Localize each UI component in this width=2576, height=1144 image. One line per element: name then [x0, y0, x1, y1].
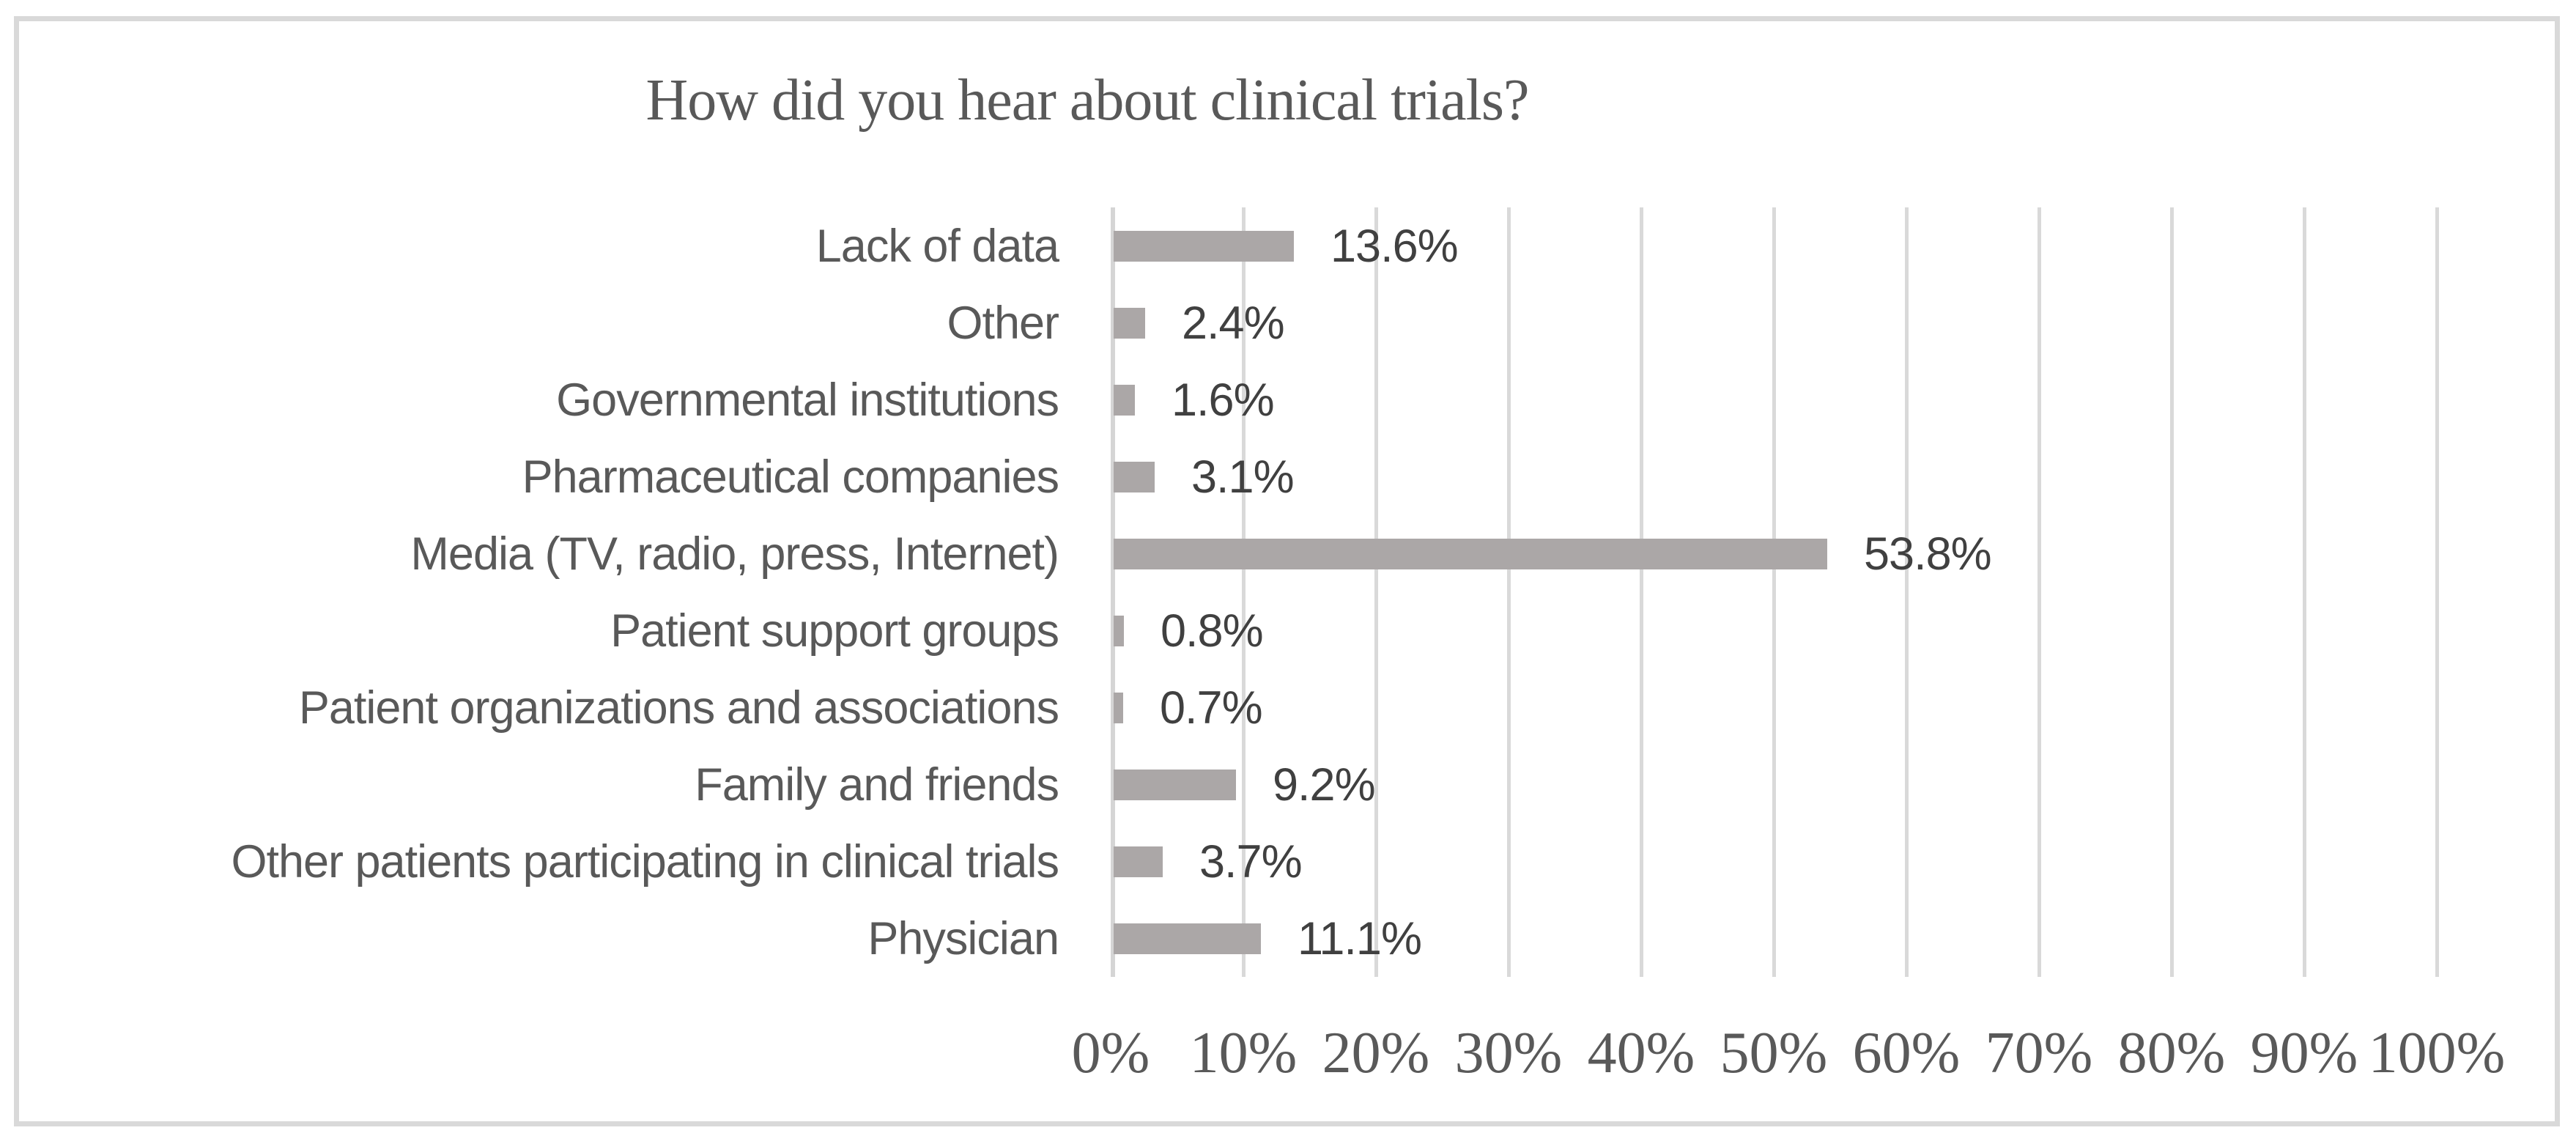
x-tick-label: 70% — [1985, 1021, 2093, 1085]
value-label: 13.6% — [1330, 220, 1459, 272]
x-tick-label: 80% — [2117, 1021, 2226, 1085]
gridline — [2038, 207, 2041, 977]
bar-media-tv-radio-press-internet — [1114, 538, 1827, 569]
value-label: 3.1% — [1191, 451, 1295, 503]
bar-governmental-institutions — [1114, 384, 1135, 416]
gridline — [1640, 207, 1643, 977]
category-label: Patient organizations and associations — [298, 682, 1059, 734]
x-tick-label: 0% — [1071, 1021, 1150, 1085]
gridline — [1242, 207, 1246, 977]
gridline — [2170, 207, 2174, 977]
x-tick-label: 60% — [1852, 1021, 1961, 1085]
gridline — [1507, 207, 1511, 977]
category-label: Family and friends — [695, 759, 1059, 811]
bar-other — [1114, 307, 1145, 339]
gridline — [1374, 207, 1378, 977]
plot-area: 13.6% 2.4% 1.6% 3.1% 53.8% 0.8% 0.7% 9.2% 3.7% 11… — [1111, 207, 2439, 977]
gridline — [2435, 207, 2439, 977]
category-label: Physician — [867, 912, 1059, 964]
value-label: 53.8% — [1864, 528, 1992, 580]
bar-other-patients-participating-in-clinical-trials — [1114, 846, 1163, 877]
value-label: 0.8% — [1161, 605, 1264, 657]
x-tick-label: 100% — [2368, 1021, 2506, 1085]
value-axis-line — [1111, 207, 1115, 977]
category-label: Pharmaceutical companies — [522, 451, 1059, 503]
category-label: Media (TV, radio, press, Internet) — [410, 528, 1059, 580]
value-label: 1.6% — [1172, 374, 1275, 426]
chart-outer-border — [14, 16, 2560, 1126]
bar-physician — [1114, 923, 1261, 954]
bar-patient-support-groups — [1114, 615, 1124, 646]
gridline — [2303, 207, 2306, 977]
chart-title: How did you hear about clinical trials? — [645, 68, 1529, 133]
value-label: 3.7% — [1199, 835, 1303, 887]
bar-lack-of-data — [1114, 230, 1294, 262]
category-label: Lack of data — [815, 220, 1059, 272]
category-label: Patient support groups — [610, 605, 1059, 657]
x-tick-label: 30% — [1454, 1021, 1563, 1085]
value-label: 0.7% — [1160, 682, 1263, 734]
category-label: Other patients participating in clinical… — [231, 835, 1059, 887]
bar-patient-organizations-and-associations — [1114, 692, 1123, 723]
category-label: Governmental institutions — [556, 374, 1059, 426]
x-tick-label: 50% — [1720, 1021, 1828, 1085]
x-tick-label: 20% — [1322, 1021, 1430, 1085]
bar-family-and-friends — [1114, 769, 1236, 800]
x-tick-label: 40% — [1587, 1021, 1695, 1085]
x-tick-label: 10% — [1189, 1021, 1298, 1085]
value-label: 11.1% — [1298, 912, 1422, 964]
gridline — [1905, 207, 1909, 977]
value-label: 2.4% — [1182, 297, 1285, 349]
bar-pharmaceutical-companies — [1114, 461, 1155, 492]
category-label: Other — [947, 297, 1059, 349]
x-tick-label: 90% — [2250, 1021, 2358, 1085]
value-label: 9.2% — [1273, 759, 1376, 811]
gridline — [1772, 207, 1776, 977]
